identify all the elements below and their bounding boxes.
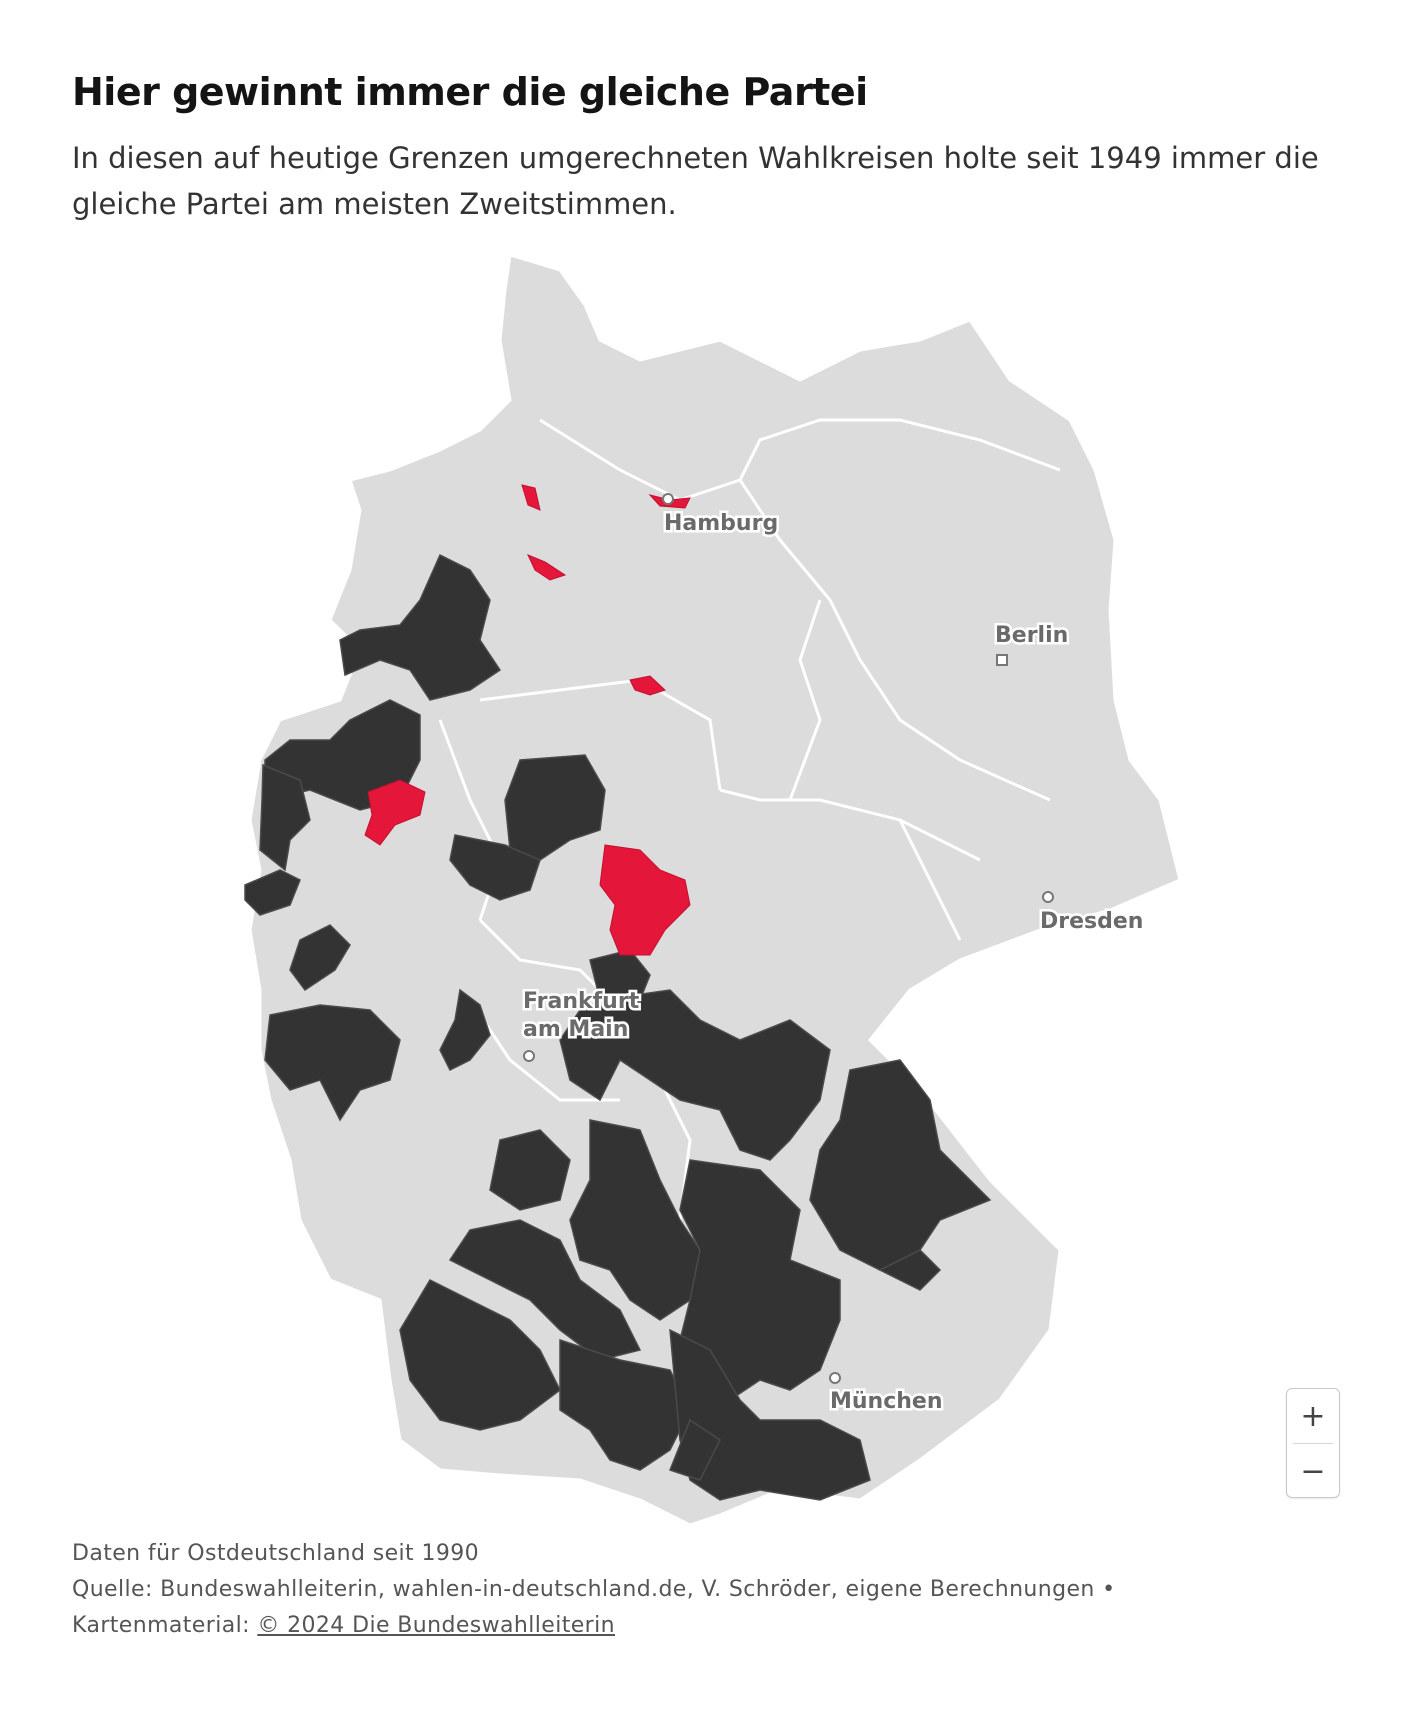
region-bremen <box>527 554 567 581</box>
region-oberschwaben <box>669 1328 871 1501</box>
region-bodensee <box>559 1338 691 1471</box>
region-ruhrgebiet <box>364 779 426 846</box>
zoom-in-button[interactable]: + <box>1287 1389 1339 1443</box>
map-credit-link[interactable]: © 2024 Die Bundeswahlleiterin <box>257 1613 615 1638</box>
svg-text:Berlin: Berlin <box>995 623 1068 648</box>
svg-text:Dresden: Dresden <box>1040 909 1143 934</box>
map-credit: Kartenmaterial: © 2024 Die Bundeswahllei… <box>72 1608 1372 1644</box>
footer: Daten für Ostdeutschland seit 1990 Quell… <box>72 1536 1372 1644</box>
region-niederbayern <box>878 1249 942 1291</box>
region-wuerttemberg <box>569 1119 701 1321</box>
svg-text:München: München <box>830 1389 943 1414</box>
region-emsland <box>339 553 502 701</box>
region-hannover <box>629 675 666 696</box>
region-franken <box>559 989 831 1161</box>
region-muensterland <box>264 699 421 811</box>
city-berlin: Berlin <box>993 621 1071 666</box>
city-hamburg: Hamburg <box>662 493 781 539</box>
map-subtitle: In diesen auf heutige Grenzen umgerechne… <box>72 141 1319 221</box>
region-karlsruhe <box>489 1129 571 1211</box>
region-niederrhein <box>259 763 311 872</box>
red-regions <box>364 484 691 956</box>
region-eifel <box>289 924 351 992</box>
region-rheinhessen <box>439 988 491 1072</box>
region-schwaben <box>679 1159 841 1401</box>
region-nordhessen <box>599 844 691 956</box>
zoom-out-button[interactable]: − <box>1287 1444 1339 1498</box>
region-aachen <box>244 869 301 916</box>
region-paderborn <box>504 754 606 861</box>
map-title: Hier gewinnt immer die gleiche Partei <box>72 70 868 114</box>
zoom-control: + − <box>1286 1388 1340 1498</box>
svg-text:Hamburg: Hamburg <box>664 511 778 536</box>
germany-map[interactable]: Hamburg Berlin Dresden Frankfurt am Main… <box>0 240 1420 1540</box>
city-dresden: Dresden <box>1038 891 1146 937</box>
city-frankfurt: Frankfurt am Main <box>521 987 642 1062</box>
source-line: Quelle: Bundeswahlleiterin, wahlen-in-de… <box>72 1577 1116 1602</box>
region-allgaeu <box>669 1418 721 1481</box>
svg-text:am Main: am Main <box>523 1017 628 1042</box>
region-mosel <box>264 1004 401 1122</box>
data-note: Daten für Ostdeutschland seit 1990 <box>72 1541 480 1566</box>
region-hochsauerland <box>449 834 541 901</box>
region-baden <box>448 1219 642 1361</box>
svg-text:Frankfurt: Frankfurt <box>523 989 640 1014</box>
region-bremerhaven <box>521 484 541 511</box>
city-muenchen: München <box>828 1372 945 1417</box>
map-credit-label: Kartenmaterial: <box>72 1613 250 1638</box>
zoom-divider <box>1293 1443 1333 1444</box>
region-schwarzwald <box>399 1279 561 1431</box>
dark-regions <box>244 553 992 1501</box>
